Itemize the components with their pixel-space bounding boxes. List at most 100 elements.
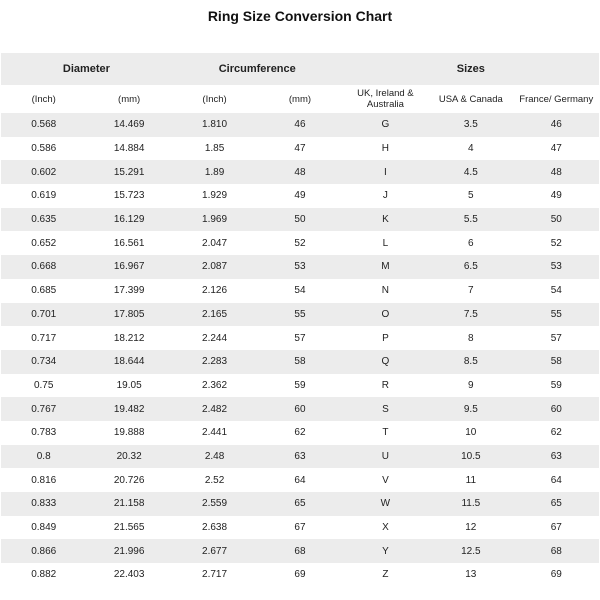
column-header: (mm) [118, 93, 141, 105]
table-cell: N [381, 285, 390, 297]
table-row: 0.783 19.888 2.441 62 T 10 62 [1, 421, 599, 445]
group-header-diameter: Diameter [1, 53, 172, 85]
table-cell: 2.047 [202, 237, 228, 249]
table-cell: 0.652 [31, 237, 57, 249]
table-cell: 50 [257, 207, 343, 232]
table-cell: 1.810 [171, 113, 258, 137]
ring-size-table: Diameter Circumference Sizes (Inch) (mm)(… [1, 53, 599, 587]
table-cell: K [342, 207, 429, 232]
group-header-sizes: Sizes [342, 53, 599, 85]
table-cell: 0.602 [1, 160, 87, 185]
table-cell: 21.565 [113, 522, 145, 534]
table-cell: J [382, 190, 388, 202]
table-row: 0.75 19.05 2.362 59 R 9 59 [1, 374, 599, 398]
table-cell: 10 [465, 427, 477, 439]
table-cell: 54 [550, 285, 562, 297]
table-cell: 63 [257, 444, 343, 469]
column-header: France/ Germany [519, 93, 594, 105]
table-cell: 12 [465, 522, 477, 534]
table-cell: 62 [550, 427, 562, 439]
table-cell: 17.399 [113, 285, 145, 297]
table-cell: 2.126 [202, 285, 228, 297]
table-cell: 0.8 [1, 444, 87, 469]
table-cell: 69 [550, 569, 562, 581]
table-cell: 47 [294, 143, 306, 155]
table-row: 0.635 16.129 1.969 50 K 5.5 50 [1, 207, 599, 232]
table-cell: 7 [468, 285, 474, 297]
table-cell: 13 [465, 569, 477, 581]
table-cell: 57 [550, 332, 562, 344]
table-cell: 20.32 [86, 444, 172, 469]
table-cell: 2.717 [202, 569, 228, 581]
table-cell: P [382, 332, 389, 344]
table-cell: 0.816 [31, 474, 57, 486]
table-cell: 11 [465, 474, 477, 486]
table-row: 0.701 17.805 2.165 55 O 7.5 55 [1, 302, 599, 327]
table-cell: 1.85 [204, 143, 225, 155]
table-cell: I [342, 160, 429, 185]
table-cell: S [342, 397, 429, 421]
column-header: UK, Ireland & Australia [357, 88, 414, 110]
table-cell: 62 [294, 427, 306, 439]
table-row: 0.882 22.403 2.717 69 Z 13 69 [1, 563, 599, 587]
table-cell: R [381, 379, 390, 391]
table-cell: 0.717 [31, 332, 57, 344]
table-cell: 5 [468, 190, 474, 202]
table-cell: 53 [513, 255, 599, 279]
table-cell: 68 [257, 539, 343, 564]
table-cell: 69 [294, 569, 306, 581]
table-cell: 18.644 [86, 349, 172, 374]
table-cell: 14.884 [113, 143, 145, 155]
table-cell: X [382, 522, 389, 534]
table-cell: 12.5 [428, 539, 514, 564]
page-title: Ring Size Conversion Chart [207, 8, 393, 24]
table-cell: 2.087 [171, 255, 258, 279]
table-cell: 55 [257, 302, 343, 327]
table-cell: 19.888 [113, 427, 145, 439]
table-row: 0.833 21.158 2.559 65 W 11.5 65 [1, 492, 599, 516]
table-cell: 46 [257, 113, 343, 137]
table-row: 0.734 18.644 2.283 58 Q 8.5 58 [1, 349, 599, 374]
table-cell: 59 [550, 379, 562, 391]
table-cell: 14.469 [86, 113, 172, 137]
table-cell: 49 [294, 190, 306, 202]
table-cell: 54 [294, 285, 306, 297]
column-header: USA & Canada [438, 93, 503, 105]
table-cell: 7.5 [428, 302, 514, 327]
table-cell: 67 [294, 522, 306, 534]
table-cell: 68 [513, 539, 599, 564]
table-cell: 16.967 [86, 255, 172, 279]
table-cell: O [342, 302, 429, 327]
table-cell: 64 [294, 474, 306, 486]
table-cell: 2.52 [204, 474, 225, 486]
table-cell: 0.783 [31, 427, 57, 439]
table-row: 0.849 21.565 2.638 67 X 12 67 [1, 516, 599, 540]
table-cell: 15.291 [86, 160, 172, 185]
column-header-row: (Inch) (mm) (Inch) (mm) UK, Ireland & Austra… [1, 85, 599, 113]
table-cell: 60 [513, 397, 599, 421]
table-cell: 4 [468, 143, 474, 155]
table-cell: 63 [513, 444, 599, 469]
table-cell: 58 [257, 349, 343, 374]
table-cell: 6.5 [428, 255, 514, 279]
table-cell: 10.5 [428, 444, 514, 469]
table-row: 0.8 20.32 2.48 63 U 10.5 63 [1, 444, 599, 469]
table-cell: 19.482 [86, 397, 172, 421]
table-cell: 60 [257, 397, 343, 421]
table-row: 0.568 14.469 1.810 46 G 3.5 46 [1, 113, 599, 137]
table-cell: 0.849 [31, 522, 57, 534]
table-cell: 2.677 [171, 539, 258, 564]
table-cell: 2.441 [202, 427, 228, 439]
table-cell: 21.996 [86, 539, 172, 564]
table-cell: 0.701 [1, 302, 87, 327]
table-cell: 2.482 [171, 397, 258, 421]
column-header: (mm) [288, 93, 312, 105]
table-cell: 0.635 [1, 207, 87, 232]
table-cell: 16.561 [113, 237, 145, 249]
table-cell: 65 [513, 492, 599, 516]
table-cell: 1.969 [171, 207, 258, 232]
table-cell: 3.5 [428, 113, 514, 137]
table-cell: 15.723 [113, 190, 145, 202]
table-cell: T [382, 427, 389, 439]
table-cell: 0.586 [31, 143, 57, 155]
